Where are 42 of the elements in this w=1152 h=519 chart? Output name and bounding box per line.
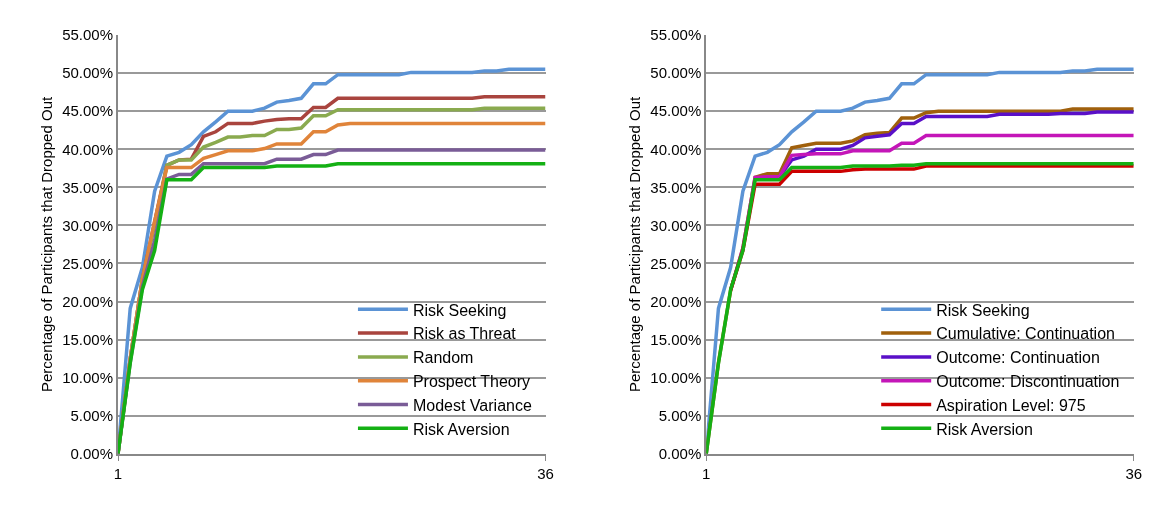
y-tick-label: 15.00% (650, 330, 702, 348)
legend-label: Aspiration Level: 975 (936, 396, 1086, 414)
y-tick-label: 35.00% (62, 178, 113, 196)
y-tick-label: 40.00% (62, 140, 113, 158)
y-tick-label: 15.00% (62, 330, 113, 348)
legend-label: Cumulative: Continuation (936, 325, 1115, 343)
legend-label: Risk Aversion (936, 420, 1033, 438)
y-tick-label: 0.00% (658, 445, 702, 463)
y-tick-label: 45.00% (62, 102, 113, 120)
x-tick-label: 36 (537, 464, 554, 482)
y-tick-label: 10.00% (62, 368, 113, 386)
y-tick-label: 55.00% (62, 26, 113, 44)
legend-label: Risk Seeking (936, 301, 1030, 319)
y-axis-title: Percentage of Participants that Dropped Out (37, 96, 55, 393)
y-tick-label: 30.00% (650, 216, 702, 234)
y-tick-label: 25.00% (650, 254, 702, 272)
y-tick-label: 10.00% (650, 368, 702, 386)
y-tick-label: 40.00% (650, 140, 702, 158)
y-tick-label: 55.00% (650, 26, 702, 44)
legend-label: Outcome: Discontinuation (936, 372, 1120, 390)
y-tick-label: 0.00% (70, 445, 113, 463)
x-tick-label: 1 (702, 464, 711, 482)
legend-label: Outcome: Continuation (936, 349, 1100, 367)
legend-label: Random (412, 349, 474, 367)
y-tick-label: 35.00% (650, 178, 702, 196)
y-tick-label: 45.00% (650, 102, 702, 120)
legend-label: Risk Aversion (412, 420, 510, 438)
legend-label: Risk as Threat (412, 325, 517, 343)
y-tick-label: 5.00% (658, 406, 702, 424)
legend-label: Prospect Theory (412, 372, 531, 390)
x-tick-label: 36 (1125, 464, 1143, 482)
y-tick-label: 25.00% (62, 254, 113, 272)
y-tick-label: 50.00% (650, 64, 702, 82)
y-tick-label: 5.00% (70, 406, 113, 424)
legend-label: Modest Variance (412, 396, 532, 414)
y-tick-label: 20.00% (650, 292, 702, 310)
y-tick-label: 30.00% (62, 216, 113, 234)
y-tick-label: 50.00% (62, 64, 113, 82)
y-axis-title: Percentage of Participants that Dropped Out (626, 96, 644, 393)
legend-label: Risk Seeking (412, 301, 507, 319)
y-tick-label: 20.00% (62, 292, 113, 310)
x-tick-label: 1 (113, 464, 123, 482)
